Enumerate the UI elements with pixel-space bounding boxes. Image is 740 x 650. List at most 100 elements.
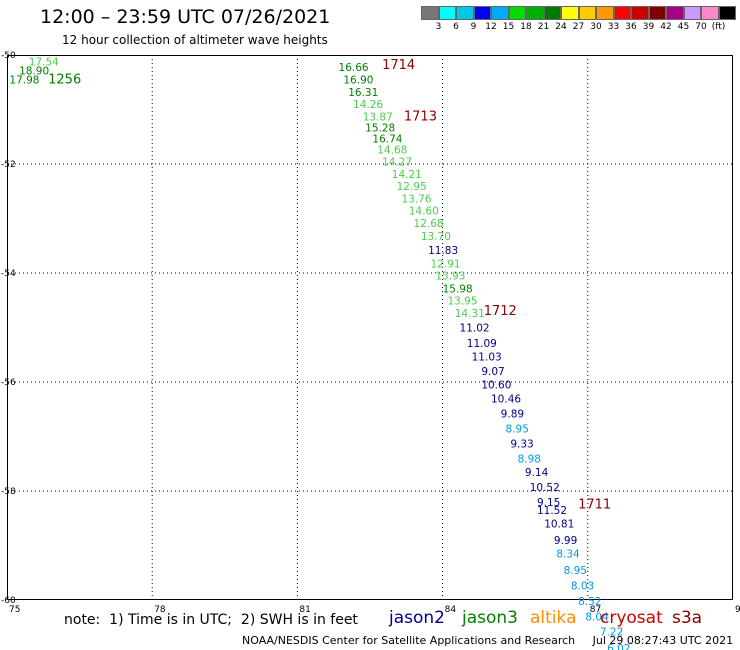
wave-height-color-legend [421, 6, 736, 20]
legend-swatch [666, 6, 684, 20]
pass-time-label: 1712 [484, 304, 517, 319]
wave-height-point: 15.98 [443, 283, 473, 295]
wave-height-point: 13.70 [421, 231, 451, 243]
wave-height-point: 14.21 [392, 169, 422, 181]
wave-height-point: 12.95 [397, 181, 427, 193]
legend-label: 42 [660, 22, 672, 32]
credit-line: NOAA/NESDIS Center for Satellite Applica… [242, 634, 734, 647]
wave-height-point: 8.95 [506, 423, 529, 435]
pass-time-label: 1713 [404, 110, 437, 125]
wave-height-point: 9.14 [525, 467, 549, 479]
y-tick-label: -52 [1, 160, 16, 170]
legend-swatch [613, 6, 631, 20]
x-tick-label: 84 [445, 605, 457, 615]
legend-swatch [596, 6, 614, 20]
wave-height-point: 14.31 [455, 308, 485, 320]
legend-swatch [491, 6, 509, 20]
y-tick-label: -56 [1, 378, 16, 388]
legend-label: 3 [435, 22, 442, 32]
legend-label: 21 [537, 22, 550, 32]
legend-swatch [718, 6, 736, 20]
legend-label: 24 [555, 22, 567, 32]
wave-height-point: 17.54 [29, 57, 59, 69]
wave-height-legend-labels: 3 6 9 12 15 18 21 24 27 30 33 36 39 42 45 70 (ft) [421, 22, 740, 34]
legend-swatch [561, 6, 579, 20]
wave-height-point: 14.60 [409, 205, 439, 217]
wave-height-point: 6.02 [607, 643, 630, 650]
wave-height-point: 11.52 [537, 505, 567, 517]
map-title: 12:00 – 23:59 UTC 07/26/2021 [40, 6, 331, 28]
legend-swatch [701, 6, 719, 20]
wave-height-point: 16.31 [348, 87, 378, 99]
wave-height-point: 9.07 [481, 366, 504, 378]
wave-height-point: 11.03 [472, 351, 502, 363]
x-tick-label: 78 [154, 605, 166, 615]
y-tick-label: -60 [1, 596, 16, 606]
legend-swatch [456, 6, 474, 20]
pass-time-label: 1256 [48, 73, 81, 88]
wave-height-point: 11.09 [467, 338, 497, 350]
map-subtitle: 12 hour collection of altimeter wave hei… [62, 33, 328, 47]
wave-height-point: 14.26 [353, 99, 383, 111]
legend-altika: altika [530, 608, 577, 628]
wave-height-point: 10.60 [481, 380, 511, 392]
wave-height-point: 8.34 [556, 549, 580, 561]
wave-height-point: 7.22 [600, 627, 623, 639]
wave-height-point: 14.68 [377, 144, 407, 156]
legend-jason3: jason3 [462, 608, 518, 628]
footer-note: note: 1) Time is in UTC; 2) SWH is in fe… [64, 612, 358, 628]
wave-height-point: 14.27 [382, 156, 412, 168]
plot-frame [7, 55, 733, 600]
legend-label: 70 [695, 22, 707, 32]
legend-swatch [648, 6, 666, 20]
legend-swatch [473, 6, 491, 20]
legend-jason2: jason2 [389, 608, 445, 628]
wave-height-point: 8.03 [571, 580, 594, 592]
legend-label: 6 [453, 22, 459, 32]
wave-height-point: 13.87 [363, 112, 393, 124]
legend-label: (ft) [711, 22, 726, 32]
legend-swatch [631, 6, 649, 20]
x-tick-label: 90 [735, 605, 740, 615]
pass-time-label: 1711 [578, 498, 611, 513]
wave-height-point: 16.90 [343, 75, 373, 87]
legend-swatch [508, 6, 526, 20]
legend-label: 36 [625, 22, 637, 32]
wave-height-point: 16.66 [339, 62, 369, 74]
wave-height-point: 10.52 [530, 482, 560, 494]
wave-height-point: 16.74 [372, 133, 402, 145]
legend-label: 9 [470, 22, 477, 32]
wave-height-point: 9.15 [537, 497, 560, 509]
y-tick-label: -58 [1, 487, 16, 497]
legend-label: 45 [677, 22, 690, 32]
wave-height-point: 15.28 [365, 122, 395, 134]
wave-height-point: 10.46 [491, 393, 521, 405]
wave-height-point: 8.98 [518, 453, 541, 465]
y-tick-label: -54 [1, 269, 16, 279]
wave-height-point: 8.52 [578, 596, 601, 608]
x-tick-label: 87 [590, 605, 601, 615]
wave-height-point: 18.90 [19, 65, 49, 77]
x-tick-label: 75 [9, 605, 20, 615]
wave-height-point: 9.33 [510, 439, 533, 451]
wave-height-point: 9.89 [501, 409, 524, 421]
legend-cryosat: cryosat [600, 608, 663, 628]
wave-height-point: 13.93 [435, 271, 465, 283]
legend-swatch [578, 6, 596, 20]
x-tick-label: 81 [299, 605, 310, 615]
wave-height-point: 10.81 [544, 519, 574, 531]
wave-height-point: 8.04 [585, 611, 609, 623]
legend-swatch [683, 6, 701, 20]
legend-label: 15 [502, 22, 515, 32]
wave-height-point: 11.02 [460, 323, 490, 335]
legend-swatch [526, 6, 544, 20]
y-tick-label: -50 [1, 51, 16, 61]
wave-height-point: 11.83 [428, 245, 458, 257]
legend-swatch [421, 6, 439, 20]
wave-height-point: 17.98 [9, 75, 39, 87]
wave-height-point: 13.76 [401, 193, 431, 205]
legend-label: 39 [642, 22, 655, 32]
pass-time-label: 1714 [382, 58, 415, 73]
